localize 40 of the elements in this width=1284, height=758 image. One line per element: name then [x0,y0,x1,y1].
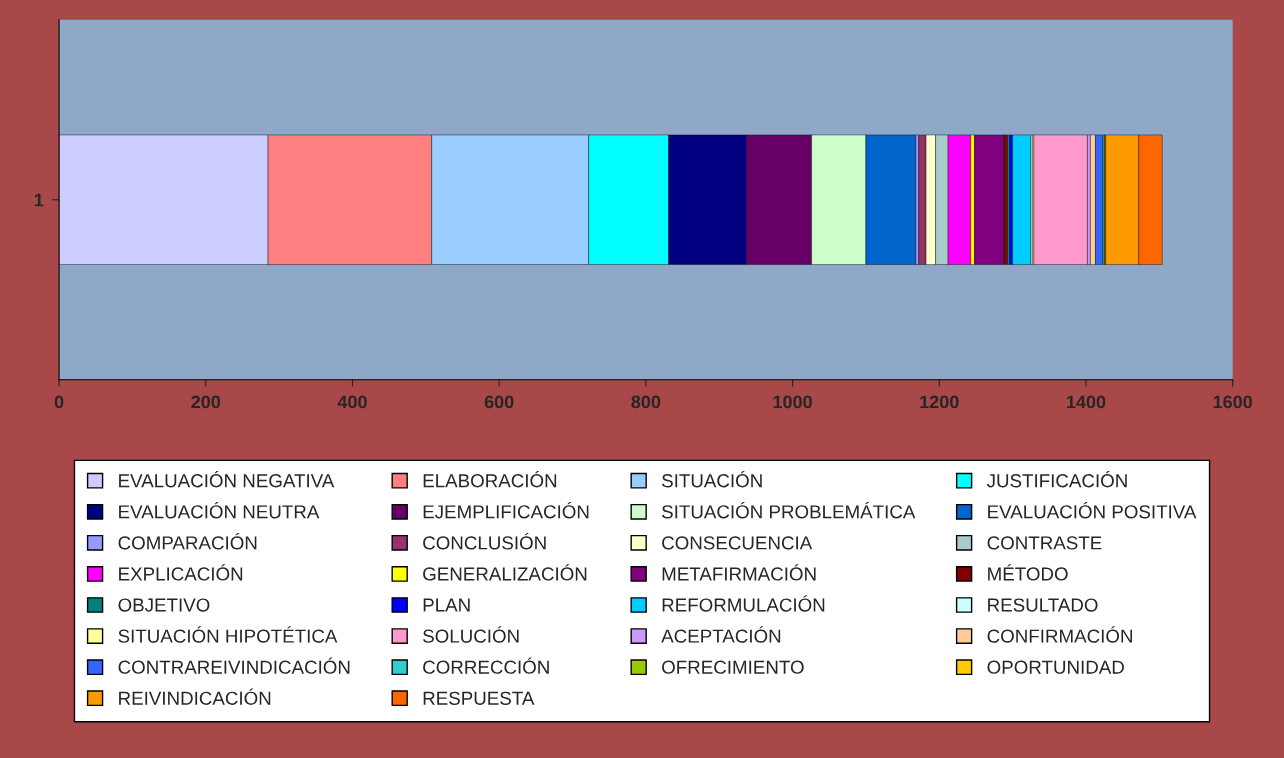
x-tick-label: 1000 [773,395,812,409]
legend-label: COMPARACIÓN [118,533,257,550]
legend-label: REFORMULACIÓN [662,595,825,612]
legend-label: CONTRASTE [987,536,1102,550]
x-tick-label: 800 [631,395,661,409]
x-tick-label: 200 [191,395,221,409]
legend-label: JUSTIFICACIÓN [986,470,1127,488]
legend-label: ACEPTACIÓN [661,626,781,643]
x-tick-label: 400 [337,395,367,409]
legend-label: REIVINDICACIÓN [119,688,271,705]
legend-label: SOLUCIÓN [423,626,519,643]
legend-label: RESPUESTA [423,691,535,705]
legend-label: GENERALIZACIÓN [423,564,587,581]
legend-label: SITUACIÓN HIPOTÉTICA [118,626,338,643]
legend-label: SITUACIÓN [662,470,762,488]
legend-label: OPORTUNIDAD [987,660,1124,674]
legend-label: EVALUACIÓN POSITIVA [988,502,1197,519]
legend-label: EXPLICACIÓN [119,564,243,581]
x-tick-label: 1200 [920,395,959,409]
x-tick-label: 0 [54,395,64,409]
legend-label: EVALUACIÓN NEGATIVA [119,470,335,488]
legend-label: CONFIRMACIÓN [987,626,1132,643]
legend-label: CONCLUSIÓN [423,533,546,550]
x-tick-label: 1400 [1067,395,1106,409]
legend-label: RESULTADO [988,598,1098,612]
legend-label: CONSECUENCIA [662,536,813,550]
legend-label: PLAN [423,598,470,612]
legend-label: SITUACIÓN PROBLEMÁTICA [662,502,916,519]
legend-label: CONTRAREIVINDICACIÓN [118,657,350,674]
x-tick-label: 600 [484,395,514,409]
legend-label: METAFIRMACIÓN [662,564,816,581]
legend-label: MÉTODO [988,564,1068,581]
legend-label: CORRECCIÓN [423,657,549,674]
legend-label: ELABORACIÓN [423,470,557,488]
y-tick-label: 1 [34,193,44,207]
legend-label: OFRECIMIENTO [662,660,804,674]
legend-label: EVALUACIÓN NEUTRA [119,502,320,519]
x-tick-label: 1600 [1213,395,1252,409]
legend-label: OBJETIVO [118,598,210,612]
legend-label: EJEMPLIFICACIÓN [423,502,589,519]
